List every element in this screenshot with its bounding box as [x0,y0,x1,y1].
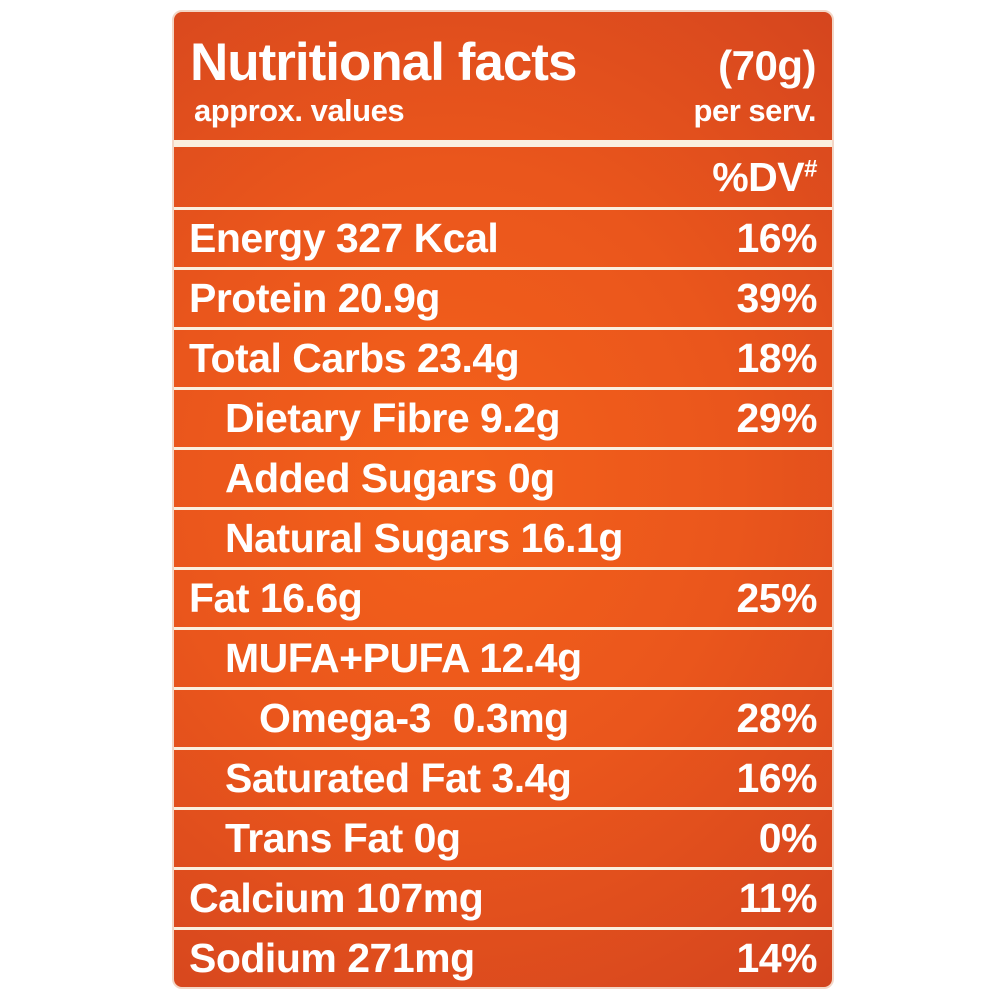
nutrient-row: Natural Sugars 16.1g [174,507,832,567]
nutrient-label: Natural Sugars 16.1g [225,515,623,561]
nutrition-label: Nutritional facts (70g) approx. values p… [172,10,834,989]
nutrient-dv-value: 29% [736,395,817,441]
dv-header-text: %DV [712,153,805,200]
approx-values-note: approx. values [194,93,405,128]
nutrient-row: Saturated Fat 3.4g 16% [174,747,832,807]
dv-footnote-mark: # [804,154,817,182]
nutrient-row: Fat 16.6g 25% [174,567,832,627]
dv-header: %DV# [712,154,817,201]
nutrient-row: Omega-3 0.3mg 28% [174,687,832,747]
nutrient-label: MUFA+PUFA 12.4g [225,635,582,681]
nutrient-row: MUFA+PUFA 12.4g [174,627,832,687]
nutrient-row: Trans Fat 0g 0% [174,807,832,867]
nutrient-row: Calcium 107mg 11% [174,867,832,927]
nutrient-dv-value: 18% [736,335,817,381]
dv-header-row: %DV# [174,147,832,207]
nutrient-dv-value: 39% [736,275,817,321]
nutrient-label: Trans Fat 0g [225,815,461,861]
nutrient-label: Saturated Fat 3.4g [225,755,572,801]
per-serving-note: per serv. [693,93,817,128]
nutrient-dv-value: 11% [738,875,818,921]
nutrient-dv-value: 14% [736,935,817,981]
nutrient-dv-value: 28% [736,695,817,741]
nutrient-row: Protein 20.9g 39% [174,267,832,327]
nutrient-dv-value: 16% [736,215,817,261]
nutrient-label: Sodium 271mg [189,935,475,981]
nutrient-label: Fat 16.6g [189,575,363,621]
subtitle-line: approx. values per serv. [190,92,817,130]
nutrient-rows: %DV# Energy 327 Kcal 16% Protein 20.9g 3… [174,147,832,987]
nutrient-row: Dietary Fibre 9.2g 29% [174,387,832,447]
nutrient-row: Total Carbs 23.4g 18% [174,327,832,387]
nutrient-label: Omega-3 0.3mg [259,695,569,741]
nutrient-row: Added Sugars 0g [174,447,832,507]
nutrient-label: Dietary Fibre 9.2g [225,395,561,441]
nutrient-label: Energy 327 Kcal [189,215,499,261]
serving-size: (70g) [718,42,816,89]
nutrient-label: Protein 20.9g [189,275,440,321]
header-divider [174,140,832,147]
nutrient-label: Added Sugars 0g [225,455,555,501]
label-title: Nutritional facts [190,33,577,92]
nutrient-row: Sodium 271mg 14% [174,927,832,987]
title-line: Nutritional facts (70g) [190,34,816,92]
nutrient-dv-value: 0% [758,815,818,861]
nutrient-label: Calcium 107mg [189,875,484,921]
label-header: Nutritional facts (70g) approx. values p… [174,12,832,140]
nutrient-row: Energy 327 Kcal 16% [174,207,832,267]
nutrient-dv-value: 16% [736,755,817,801]
nutrient-label: Total Carbs 23.4g [189,335,520,381]
nutrient-dv-value: 25% [736,575,817,621]
